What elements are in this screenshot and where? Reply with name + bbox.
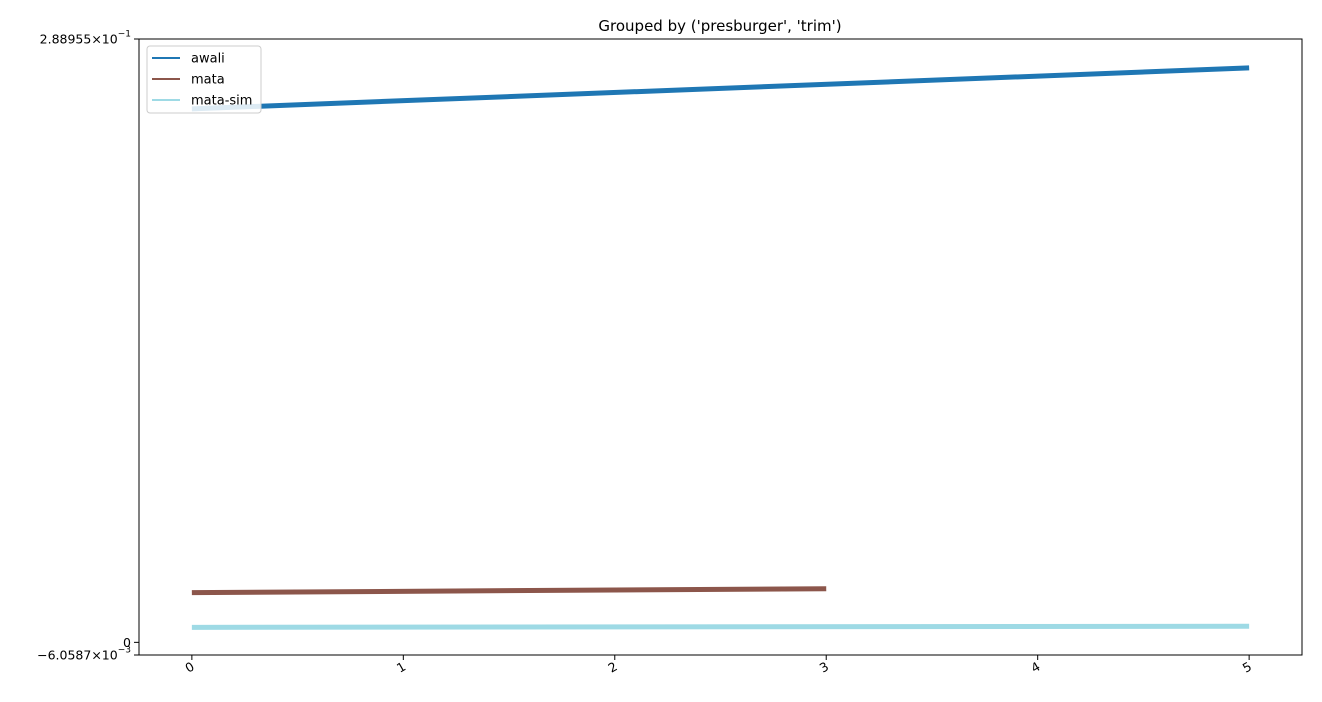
legend-box — [146, 45, 262, 114]
plot-frame — [138, 38, 1303, 656]
y-axis: 2.88955×10−1 0−6.0587×10−3 — [37, 30, 139, 663]
x-tick-label: 0 — [182, 659, 196, 676]
plot-area — [139, 39, 1302, 655]
y-tick-label: 2.88955×10−1 — [40, 30, 131, 47]
x-tick-label: 2 — [605, 659, 619, 676]
x-tick-label: 1 — [394, 659, 408, 676]
series-line-mata-sim — [191, 623, 1250, 630]
series-layer — [191, 65, 1250, 630]
x-axis: 0 1 2 3 4 5 — [182, 655, 1254, 676]
chart-title: Grouped by ('presburger', 'trim') — [598, 17, 841, 35]
x-tick-label: 4 — [1028, 659, 1042, 676]
legend-label-awali: awali — [191, 52, 225, 67]
series-line-awali — [191, 65, 1250, 112]
x-tick-label: 3 — [817, 659, 831, 676]
legend-label-mata: mata — [191, 73, 225, 88]
series-line-mata — [191, 586, 827, 596]
y-tick-label: −6.0587×10−3 — [37, 646, 131, 663]
x-tick-label: 5 — [1240, 659, 1254, 676]
y-tick-label: 0 — [123, 635, 131, 650]
legend: awali mata mata-sim — [146, 45, 262, 114]
legend-label-mata-sim: mata-sim — [191, 94, 252, 109]
